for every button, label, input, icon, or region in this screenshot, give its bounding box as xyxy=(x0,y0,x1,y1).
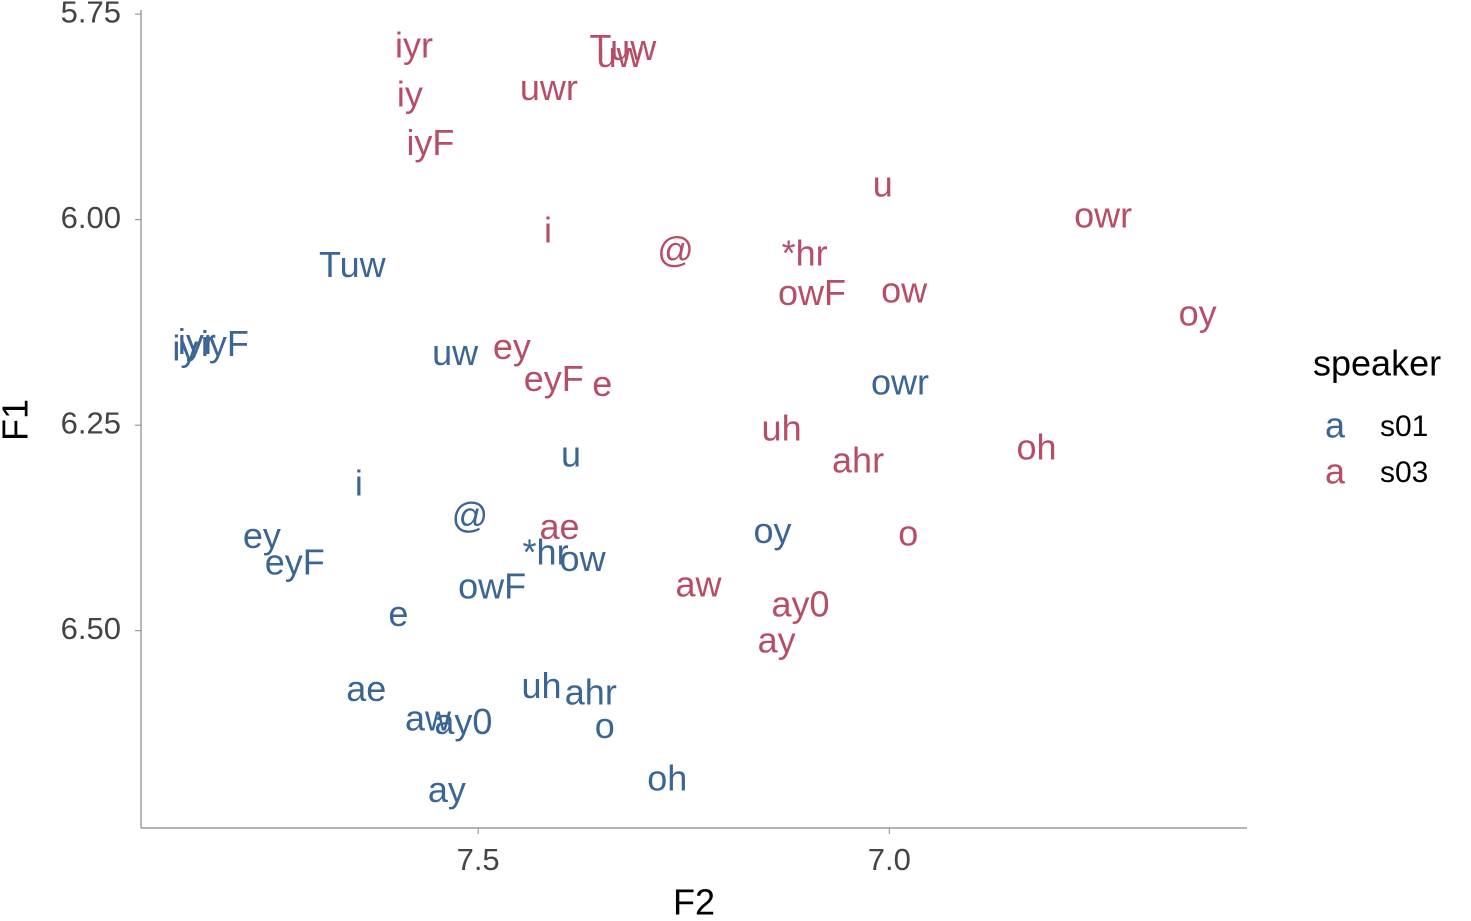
x-tick-label: 7.0 xyxy=(868,842,911,877)
point-label: ey xyxy=(493,326,531,367)
point-label: Tuw xyxy=(590,27,658,68)
point-label: owr xyxy=(871,361,929,402)
point-label: owF xyxy=(778,272,846,313)
point-label: oy xyxy=(1179,292,1217,333)
y-tick-label: 6.50 xyxy=(61,611,121,646)
point-label: iyF xyxy=(406,122,454,163)
point-label: u xyxy=(873,163,893,204)
point-label: ay xyxy=(428,769,466,810)
point-label: e xyxy=(592,363,612,404)
point-label: uw xyxy=(597,34,644,75)
point-label: ay0 xyxy=(434,701,492,742)
point-label: iyF xyxy=(201,323,249,364)
point-label: ay0 xyxy=(771,583,829,624)
point-label: uh xyxy=(762,407,802,448)
point-label: owr xyxy=(1074,195,1132,236)
point-label: iy xyxy=(397,74,423,115)
point-label: oh xyxy=(1016,426,1056,467)
point-label: o xyxy=(595,705,615,746)
point-label: eyF xyxy=(265,541,325,582)
legend-key: a xyxy=(1325,405,1346,446)
point-label: ay xyxy=(758,620,796,661)
point-label: iyr xyxy=(395,24,433,65)
y-tick-label: 6.25 xyxy=(61,405,121,440)
point-label: Tuw xyxy=(319,244,387,285)
y-tick-label: 5.75 xyxy=(61,0,121,29)
point-label: i xyxy=(355,463,363,504)
point-label: ae xyxy=(540,506,580,547)
point-label: *hr xyxy=(782,232,828,273)
point-label: aw xyxy=(676,564,723,605)
point-label: oh xyxy=(647,758,687,799)
legend-key: a xyxy=(1325,451,1346,492)
point-label: @ xyxy=(657,229,694,270)
point-label: aw xyxy=(405,698,452,739)
point-label: oy xyxy=(754,510,792,551)
point-label: i xyxy=(544,209,552,250)
legend-label: s01 xyxy=(1380,410,1428,443)
point-label: ahr xyxy=(832,439,884,480)
point-label: ae xyxy=(346,668,386,709)
point-label: uh xyxy=(521,665,561,706)
x-axis-title: F2 xyxy=(673,882,715,921)
point-label: e xyxy=(388,593,408,634)
point-label: @ xyxy=(452,495,489,536)
point-label: ahr xyxy=(565,671,617,712)
point-label: o xyxy=(898,513,918,554)
point-label: iyr xyxy=(178,321,216,362)
point-label: u xyxy=(561,434,581,475)
y-tick-label: 6.00 xyxy=(61,200,121,235)
point-label: iy xyxy=(172,328,198,369)
point-label: *hr xyxy=(523,532,569,573)
point-label: ow xyxy=(560,538,607,579)
legend-title: speaker xyxy=(1313,343,1441,384)
point-label: eyF xyxy=(524,358,584,399)
legend-label: s03 xyxy=(1380,456,1428,489)
point-label: uwr xyxy=(520,67,578,108)
point-label: uw xyxy=(432,332,479,373)
x-tick-label: 7.5 xyxy=(457,842,500,877)
y-axis-title: F1 xyxy=(0,399,36,441)
point-label: ow xyxy=(881,269,928,310)
point-label: ey xyxy=(243,515,281,556)
point-label: owF xyxy=(458,565,526,606)
